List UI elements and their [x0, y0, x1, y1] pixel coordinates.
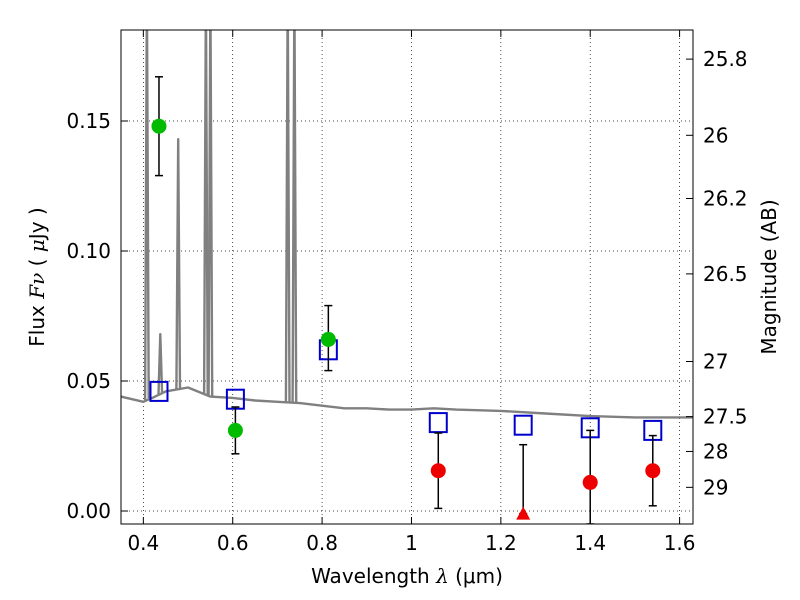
x-tick-label: 1.4	[574, 531, 606, 555]
y-tick-label: 0.10	[66, 239, 111, 263]
sed-emission-line	[157, 333, 164, 395]
y-axis-label: Flux Fν ( μJy )	[25, 207, 49, 346]
sed-emission-line	[202, 30, 209, 395]
plot-frame	[120, 29, 694, 525]
observed-flux-point	[151, 118, 167, 134]
grid	[121, 30, 693, 524]
sed-emission-line	[175, 138, 182, 390]
sed-template	[121, 30, 693, 419]
upper-limit-triangle	[516, 506, 531, 520]
mag-tick-label: 26	[703, 123, 728, 147]
mag-tick-label: 27.5	[703, 405, 748, 429]
mag-tick-label: 26.2	[703, 186, 748, 210]
photometry-points	[149, 76, 663, 524]
observed-flux-point	[430, 463, 446, 479]
y-tick-label: 0.15	[66, 109, 111, 133]
x-tick-label: 0.6	[217, 531, 249, 555]
axes: 0.4 0.6 0.8 1 1.2 1.4 1.6 0.00 0.05 0.10 0.15 25.8 2…	[66, 30, 748, 555]
y-tick-label: 0.00	[66, 499, 111, 523]
x-tick-label: 1.2	[485, 531, 517, 555]
mag-tick-label: 26.5	[703, 262, 748, 286]
sed-emission-line	[207, 30, 214, 397]
observed-flux-point	[227, 422, 243, 438]
sed-emission-line	[143, 30, 150, 401]
observed-flux-point	[582, 474, 598, 490]
right-axis-label: Magnitude (AB)	[757, 199, 781, 354]
observed-flux-point	[320, 331, 336, 347]
y-tick-label: 0.05	[66, 369, 111, 393]
x-tick-label: 0.8	[306, 531, 338, 555]
sed-emission-line	[284, 30, 291, 403]
x-tick-label: 1.6	[664, 531, 696, 555]
mag-tick-label: 27	[703, 350, 728, 374]
x-tick-label: 1	[405, 531, 418, 555]
mag-tick-label: 25.8	[703, 47, 748, 71]
observed-flux-point	[645, 463, 661, 479]
model-flux-square	[428, 412, 448, 434]
x-tick-label: 0.4	[127, 531, 159, 555]
x-axis-label: Wavelength λ (μm)	[311, 564, 503, 588]
sed-continuum	[121, 386, 693, 419]
model-flux-square	[513, 414, 533, 436]
mag-tick-label: 29	[703, 475, 728, 499]
mag-tick-label: 28	[703, 439, 728, 463]
sed-emission-line	[291, 30, 298, 403]
model-flux-square	[149, 380, 169, 402]
